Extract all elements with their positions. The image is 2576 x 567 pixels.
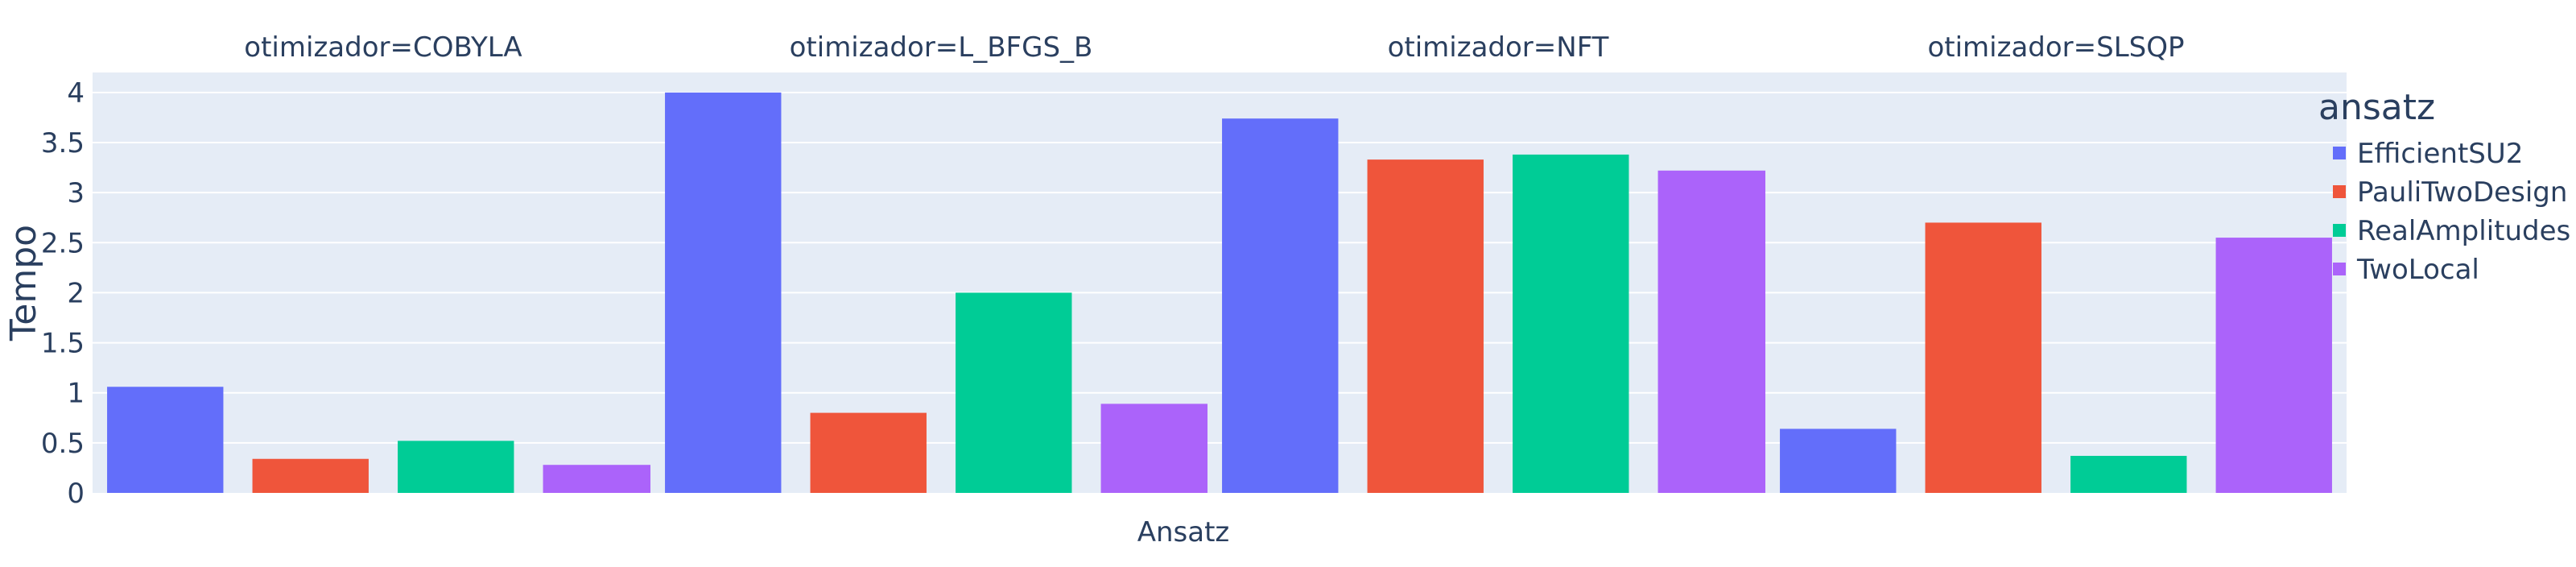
facets-layer: otimizador=COBYLA otimizador=L_BFGS_B otim…: [41, 31, 2347, 510]
legend-swatch: [2333, 224, 2346, 237]
bar-paulitwodesign: [1925, 222, 2041, 493]
legend-title: ansatz: [2318, 87, 2435, 128]
facet-panel: otimizador=SLSQP: [1765, 31, 2347, 493]
facet-title: otimizador=NFT: [1388, 31, 1609, 64]
bar-efficientsu2: [1222, 118, 1339, 493]
facet-title: otimizador=L_BFGS_B: [790, 31, 1093, 64]
x-axis-title: Ansatz: [1137, 516, 1230, 548]
bar-efficientsu2: [665, 92, 782, 493]
legend-swatch: [2333, 147, 2346, 159]
legend-entry-label: TwoLocal: [2356, 254, 2479, 286]
facet-title: otimizador=COBYLA: [244, 31, 522, 64]
bar-realamplitudes: [956, 292, 1072, 493]
bar-paulitwodesign: [1367, 159, 1484, 493]
y-tick-label: 2.5: [41, 227, 85, 259]
legend-entry-label: EfficientSU2: [2357, 138, 2523, 170]
y-tick-label: 4: [67, 77, 85, 110]
legend-swatch: [2333, 263, 2346, 275]
bar-twolocal: [1100, 404, 1217, 493]
bar-twolocal: [1657, 170, 1774, 494]
facet-title: otimizador=SLSQP: [1927, 31, 2184, 64]
facet-panel: otimizador=NFT: [1208, 31, 1789, 494]
legend-entry-label: PauliTwoDesign: [2357, 176, 2567, 209]
y-tick-label: 3: [67, 177, 85, 209]
y-tick-label: 3.5: [41, 127, 85, 159]
y-tick-label: 0.5: [41, 428, 85, 460]
y-tick-label: 2: [67, 277, 85, 309]
facet-panel: otimizador=COBYLA: [93, 31, 674, 493]
y-tick-label: 1: [67, 378, 85, 410]
legend: ansatz EfficientSU2 PauliTwoDesign RealAmp…: [2318, 87, 2570, 286]
legend-entry-label: RealAmplitudes: [2357, 215, 2570, 247]
bar-efficientsu2: [107, 387, 224, 493]
bar-realamplitudes: [2070, 456, 2187, 493]
bar-paulitwodesign: [810, 412, 927, 493]
y-tick-label: 0: [67, 478, 85, 510]
legend-swatch: [2333, 185, 2346, 198]
bar-twolocal: [543, 465, 659, 493]
bar-efficientsu2: [1780, 428, 1897, 493]
y-tick-label: 1.5: [41, 328, 85, 360]
bar-paulitwodesign: [252, 458, 369, 493]
bar-realamplitudes: [398, 441, 514, 493]
bar-realamplitudes: [1513, 154, 1629, 493]
y-axis-title: Tempo: [3, 225, 44, 341]
facet-panel: otimizador=L_BFGS_B: [650, 31, 1232, 493]
bar-twolocal: [2215, 238, 2332, 493]
